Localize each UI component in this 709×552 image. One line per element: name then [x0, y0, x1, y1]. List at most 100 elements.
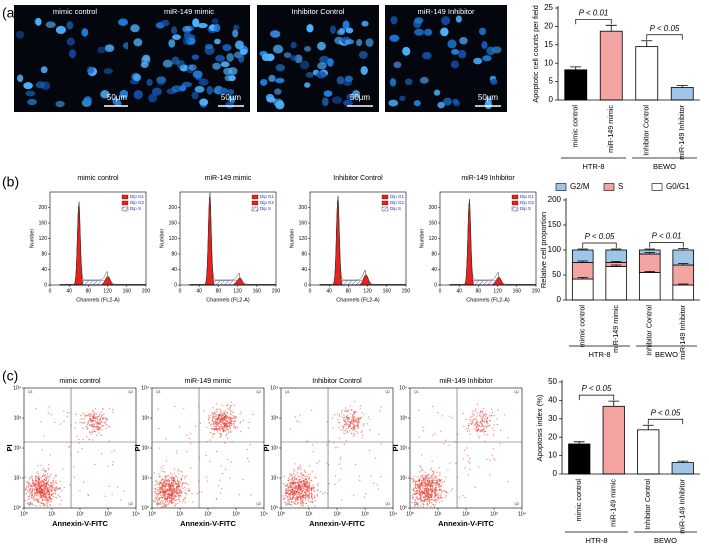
legend-label: S [618, 182, 623, 191]
event [181, 484, 183, 486]
event [221, 428, 223, 430]
event [290, 479, 292, 481]
event [476, 420, 478, 423]
event [179, 485, 181, 487]
event [489, 459, 491, 461]
event [163, 495, 166, 497]
event [172, 496, 174, 498]
event [288, 498, 290, 501]
y-tick-label: 25 [544, 3, 553, 12]
event [213, 423, 215, 425]
event [47, 490, 49, 493]
event [368, 418, 370, 420]
event [430, 483, 432, 485]
event [203, 410, 205, 412]
event [180, 470, 182, 472]
event [415, 480, 417, 483]
event [299, 414, 301, 416]
event [157, 494, 159, 496]
event [99, 427, 102, 430]
x-tick-label: 200 [272, 288, 281, 294]
event [184, 491, 186, 494]
event [482, 415, 484, 417]
event [292, 481, 294, 483]
nucleus [481, 41, 488, 49]
event [410, 478, 412, 480]
bar [602, 405, 625, 475]
event [340, 412, 343, 414]
event [483, 430, 486, 433]
event [440, 485, 442, 488]
y-tick-label: 10² [271, 445, 279, 451]
quadrant-label: Q4 [156, 502, 161, 506]
event [40, 483, 43, 485]
event [221, 422, 223, 424]
event [298, 486, 300, 488]
event [464, 467, 466, 469]
event [448, 444, 450, 446]
event [172, 491, 175, 493]
event [106, 419, 108, 422]
event [369, 429, 371, 431]
event [297, 497, 300, 499]
event [299, 497, 302, 499]
event [230, 461, 232, 463]
event [57, 494, 59, 496]
event [230, 401, 233, 403]
event [414, 499, 416, 502]
y-tick-label: 0 [557, 295, 562, 304]
event [492, 447, 495, 450]
event [292, 496, 295, 498]
event [425, 496, 427, 498]
event [473, 425, 476, 427]
event [481, 420, 483, 422]
event [449, 462, 451, 464]
event [209, 439, 211, 441]
event [90, 421, 92, 423]
event [418, 485, 420, 488]
event [223, 422, 226, 424]
event [92, 409, 94, 411]
event [469, 416, 472, 418]
event [430, 487, 432, 489]
event [37, 483, 40, 485]
event [54, 489, 56, 491]
event [357, 425, 359, 427]
event [300, 485, 302, 487]
event [420, 475, 422, 477]
event [112, 464, 114, 466]
event [46, 504, 48, 506]
bar [671, 462, 694, 475]
event [293, 472, 295, 475]
event [497, 409, 499, 411]
event [39, 492, 41, 495]
event [28, 483, 30, 485]
y-tick-label: 15 [544, 40, 553, 49]
y-tick-label: 10² [142, 445, 150, 451]
event [473, 413, 475, 416]
event [214, 418, 216, 420]
event [308, 477, 310, 480]
event [73, 466, 75, 468]
y-tick-label: 10¹ [142, 475, 150, 481]
event [174, 483, 176, 485]
event [190, 433, 192, 435]
event [220, 435, 222, 437]
event [366, 423, 369, 425]
event [441, 490, 443, 493]
x-tick-label: 10² [333, 511, 341, 517]
event [433, 472, 435, 474]
event [44, 503, 46, 505]
event [165, 505, 167, 507]
nucleus [194, 85, 205, 93]
event [213, 425, 215, 427]
event [229, 417, 232, 420]
y-tick-label: 160 [429, 220, 438, 226]
event [41, 484, 43, 487]
y-axis-label: Apoptosis index (%) [535, 394, 544, 461]
event [54, 496, 56, 498]
event [46, 487, 49, 489]
event [475, 426, 478, 428]
event [28, 490, 30, 492]
event [423, 483, 426, 485]
